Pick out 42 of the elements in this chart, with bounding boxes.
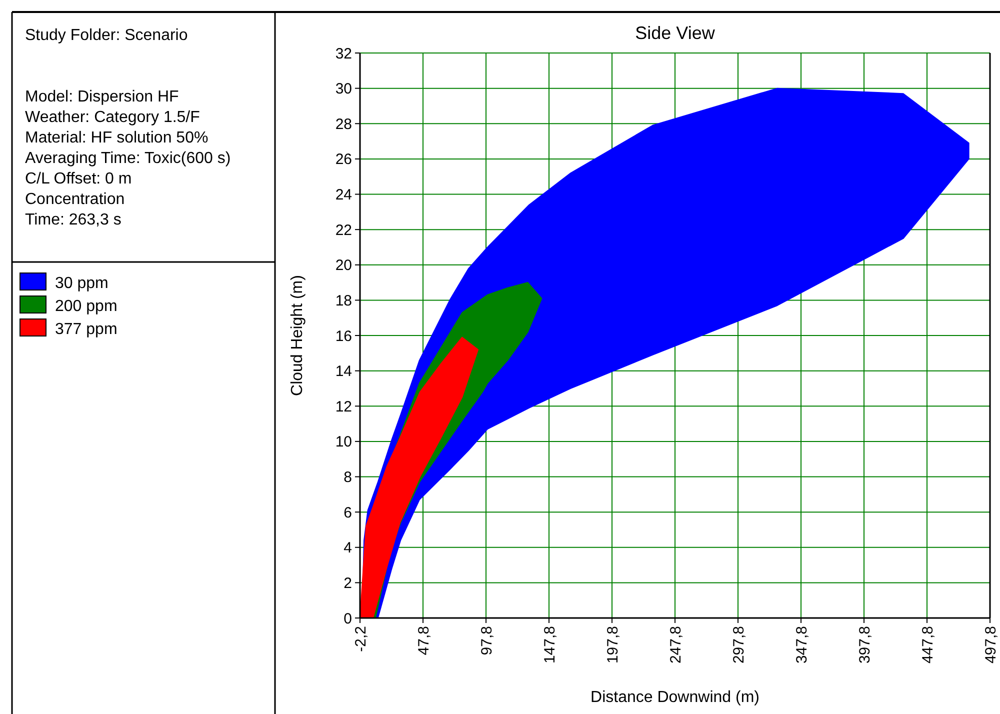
x-tick-label: 397,8 (856, 626, 874, 664)
text: Model: Dispersion HF (25, 88, 180, 106)
x-tick-label: 447,8 (919, 626, 936, 664)
y-tick-label: 0 (344, 610, 352, 628)
x-tick-label: 247,8 (667, 626, 684, 664)
y-tick-label: 30 (335, 80, 352, 98)
x-tick-label: 297,8 (730, 626, 748, 664)
y-tick-label: 32 (335, 45, 352, 62)
y-tick-label: 12 (335, 398, 352, 416)
y-tick-label: 10 (335, 434, 352, 451)
text: Material: HF solution 50% (25, 130, 208, 146)
text: C/L Offset: 0 m (25, 170, 132, 188)
y-tick-label: 22 (335, 222, 352, 239)
x-tick-label: 97,8 (478, 626, 496, 656)
y-tick-label: 6 (344, 504, 352, 522)
y-tick-label: 14 (335, 363, 352, 380)
legend-label: 377 ppm (55, 321, 118, 338)
y-tick-label: 8 (344, 469, 352, 486)
y-tick-label: 2 (344, 574, 352, 592)
legend-label: 200 ppm (55, 298, 118, 315)
legend-label: 30 ppm (55, 275, 108, 292)
y-tick-label: 26 (335, 151, 352, 168)
y-tick-label: 16 (335, 328, 352, 345)
y-tick-label: 18 (335, 292, 352, 310)
text: Time: 263,3 s (25, 212, 122, 228)
x-tick-label: 147,8 (541, 626, 558, 664)
y-tick-label: 24 (335, 186, 352, 204)
x-axis-title: Distance Downwind (m) (590, 689, 760, 706)
y-tick-label: 20 (335, 257, 352, 274)
chart-title: Side View (635, 23, 716, 43)
text: Averaging Time: Toxic(600 s) (25, 150, 231, 167)
x-tick-label: 347,8 (793, 626, 810, 664)
y-tick-label: 4 (344, 540, 352, 557)
x-tick-label: 47,8 (415, 626, 432, 656)
text: Concentration (25, 191, 125, 208)
y-axis-title: Cloud Height (m) (289, 275, 306, 396)
x-tick-label: 197,8 (604, 626, 622, 664)
text: Study Folder: Scenario (25, 27, 188, 44)
y-tick-label: 28 (335, 116, 352, 133)
x-tick-label: -2,2 (352, 626, 370, 652)
text: Weather: Category 1.5/F (25, 109, 200, 126)
x-tick-label: 497,8 (982, 626, 1000, 664)
